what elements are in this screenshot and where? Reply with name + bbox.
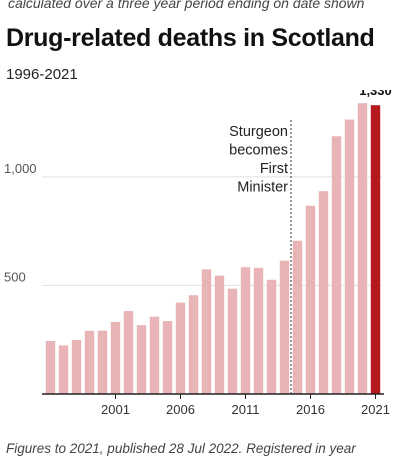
- bar: [123, 311, 134, 394]
- annotation-text-line: becomes: [229, 143, 288, 159]
- footnote: Figures to 2021, published 28 Jul 2022. …: [6, 441, 356, 456]
- y-tick-label: 1,000: [4, 161, 37, 176]
- bar-highlight: [370, 105, 381, 394]
- bar: [110, 321, 121, 394]
- chart-title: Drug-related deaths in Scotland: [6, 24, 375, 52]
- bar: [188, 295, 199, 394]
- bar: [357, 103, 368, 394]
- bar: [136, 325, 147, 394]
- bar: [279, 260, 290, 394]
- y-tick-label: 500: [4, 269, 26, 284]
- bar: [318, 191, 329, 394]
- x-tick-label: 2001: [101, 402, 130, 417]
- bar: [149, 316, 160, 394]
- bar: [214, 275, 225, 394]
- annotation-text-line: Minister: [237, 180, 288, 196]
- bar: [305, 205, 316, 394]
- chart-subtitle: 1996-2021: [6, 66, 78, 83]
- bar: [175, 302, 186, 394]
- bar: [331, 136, 342, 394]
- annotation-text-line: Sturgeon: [229, 124, 288, 140]
- x-tick-label: 2021: [361, 402, 390, 417]
- bar: [162, 321, 173, 394]
- bar: [292, 240, 303, 394]
- bar: [266, 279, 277, 394]
- bar: [71, 339, 82, 394]
- bar: [201, 269, 212, 394]
- x-tick-label: 2011: [232, 402, 260, 417]
- x-tick-label: 2006: [166, 402, 195, 417]
- highlight-value-label: 1,330: [359, 90, 392, 98]
- bar-chart: 500 1,000 1,330 Sturgeon becomes First Ministe…: [4, 90, 392, 417]
- bar: [97, 330, 108, 394]
- annotation-text-line: First: [260, 161, 288, 177]
- bar: [84, 330, 95, 394]
- x-tick-label: 2016: [296, 402, 325, 417]
- bar: [253, 267, 264, 394]
- bar: [58, 345, 69, 394]
- bar: [240, 267, 251, 394]
- bar: [227, 288, 238, 394]
- top-note: calculated over a three year period endi…: [8, 0, 365, 11]
- bar: [344, 119, 355, 394]
- bar: [45, 341, 56, 394]
